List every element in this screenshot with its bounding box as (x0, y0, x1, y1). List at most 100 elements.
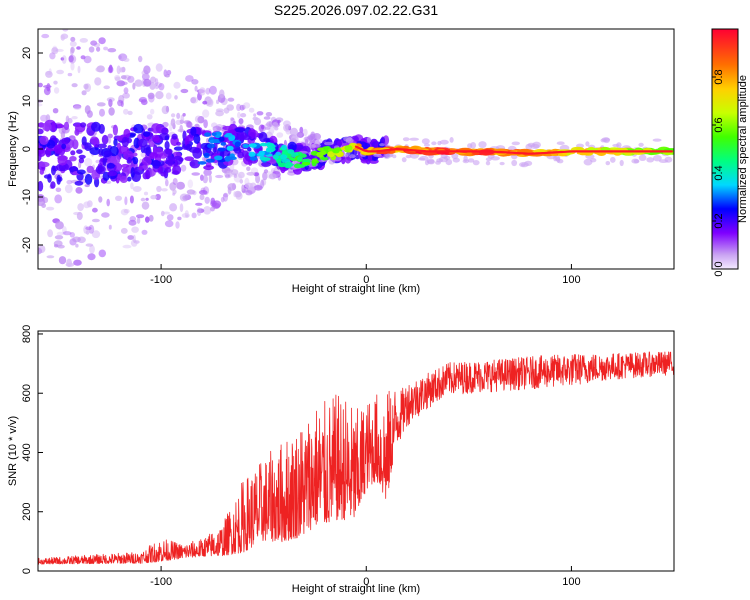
spectrogram-noise-cell (58, 256, 67, 265)
spectrogram-ridge-cell (229, 156, 237, 160)
spectrogram-noise-cell (244, 182, 253, 189)
spectrogram-noise-cell (95, 66, 104, 73)
spectrogram-band-cell (258, 131, 268, 143)
spectrogram-halo-cell (467, 158, 475, 163)
spectrogram-noise-cell (180, 88, 189, 94)
colorbar-tick-label: 0.6 (713, 117, 725, 132)
snr-panel: -100 0 100 0 200 400 600 800 Height of straigh… (7, 325, 675, 595)
spectrogram-ridge-cell (280, 154, 287, 160)
spectrogram-halo-cell (652, 138, 662, 142)
spectrogram-noise-cell (127, 235, 134, 240)
spectrogram-noise-cell (107, 133, 113, 139)
spectrogram-noise-cell (76, 46, 81, 50)
spectrogram-band-cell (80, 122, 87, 128)
spectrogram-halo-cell (646, 157, 655, 163)
spectrogram-band-cell (138, 165, 143, 171)
spectrogram-noise-cell (46, 206, 55, 211)
spectrogram-noise-cell (284, 124, 291, 131)
spectrogram-noise-cell (170, 118, 176, 127)
spectrogram-noise-cell (128, 219, 137, 226)
spectrogram-noise-cell (162, 121, 169, 128)
spectrogram-noise-cell (175, 119, 182, 126)
spectrogram-ridge-cell (259, 142, 268, 147)
spectrogram-halo-cell (633, 159, 640, 164)
spectrogram-ridge-cell (214, 155, 223, 161)
colorbar-tick-label: 0.8 (713, 69, 725, 84)
spectrogram-band-cell (51, 165, 56, 176)
spectrogram-ridge-cell (332, 148, 340, 154)
spectrogram-band-cell (95, 165, 106, 175)
colorbar-tick-label: 0.2 (713, 213, 725, 228)
colorbar-label: Normalized spectral amplitude (737, 75, 749, 223)
spectrogram-band-cell (98, 148, 104, 156)
spectrogram-noise-cell (51, 47, 59, 55)
spectrogram-halo-cell (431, 141, 437, 146)
spectrogram-noise-cell (92, 207, 98, 213)
spectrogram-ridge-cell (299, 153, 307, 158)
spectrogram-ridge-cell (327, 151, 335, 158)
colorbar: 0.0 0.2 0.4 0.6 0.8 Normalized spectral ampl… (711, 28, 749, 277)
spectrogram-noise-cell (127, 110, 133, 116)
snr-x-axis-label: Height of straight line (km) (292, 583, 420, 595)
spectrogram-ridge-cell (220, 142, 227, 146)
spectrogram-noise-cell (220, 196, 225, 203)
spectrogram-band-cell (234, 127, 246, 133)
spectrogram-noise-cell (165, 179, 169, 187)
spectrogram-noise-cell (223, 107, 230, 114)
spectrogram-noise-cell (233, 173, 243, 183)
spectrogram-band-cell (38, 147, 46, 157)
spectrogram-noise-cell (202, 174, 208, 184)
spectrogram-noise-cell (233, 191, 237, 198)
spectrogram-noise-cell (68, 54, 77, 64)
spectrogram-band-cell (133, 137, 140, 149)
spectrogram-noise-cell (155, 91, 164, 100)
spectrogram-noise-cell (124, 196, 128, 206)
spectrogram-ridge-cell (344, 145, 353, 151)
spectrogram-ridge-cell (218, 136, 225, 142)
snr-x-ticks: -100 0 100 (150, 566, 581, 588)
spectrogram-x-tick-label: -100 (150, 274, 172, 286)
spectrogram-halo-cell (478, 141, 487, 149)
spectrogram-halo-cell (427, 159, 435, 165)
spectrogram-band-cell (203, 165, 215, 171)
spectrogram-noise-cell (262, 171, 268, 181)
spectrogram-halo-cell (470, 142, 477, 149)
snr-y-tick-label: 600 (21, 384, 33, 402)
spectrogram-halo-cell (409, 137, 419, 141)
spectrogram-noise-cell (206, 99, 213, 106)
spectrogram-noise-cell (96, 102, 106, 107)
spectrogram-noise-cell (191, 212, 197, 219)
spectrogram-halo-cell (379, 143, 385, 147)
spectrogram-noise-cell (227, 97, 235, 102)
spectrogram-noise-cell (263, 127, 271, 130)
spectrogram-noise-cell (215, 110, 225, 117)
colorbar-tick-label: 0.4 (713, 165, 725, 180)
spectrogram-noise-cell (169, 123, 173, 132)
spectrogram-noise-cell (241, 184, 245, 192)
spectrogram-band-cell (106, 162, 116, 169)
spectrogram-noise-cell (77, 65, 81, 74)
spectrogram-noise-cell (98, 196, 103, 203)
spectrogram-halo-cell (401, 157, 407, 163)
spectrogram-noise-cell (122, 92, 130, 99)
spectrogram-ridge-cell (242, 143, 250, 149)
spectrogram-noise-cell (120, 227, 128, 234)
spectrogram-noise-cell (246, 166, 251, 172)
spectrogram-halo-cell (311, 143, 322, 148)
spectrogram-ridge-cell (319, 150, 327, 156)
spectrogram-band-cell (47, 173, 52, 183)
snr-line (38, 351, 674, 565)
spectrogram-noise-cell (150, 76, 157, 84)
spectrogram-noise-cell (155, 63, 163, 72)
spectrogram-noise-cell (73, 259, 82, 266)
spectrogram-noise-cell (129, 195, 134, 204)
spectrogram-noise-cell (176, 112, 181, 119)
spectrogram-noise-cell (253, 185, 263, 191)
spectrogram-noise-cell (132, 186, 142, 192)
spectrogram-noise-cell (83, 201, 91, 209)
spectrogram-noise-cell (83, 55, 92, 64)
spectrogram-halo-cell (619, 159, 624, 167)
snr-x-tick-label: 0 (363, 576, 369, 588)
spectrogram-noise-cell (138, 55, 143, 63)
spectrogram-noise-cell (123, 57, 130, 62)
